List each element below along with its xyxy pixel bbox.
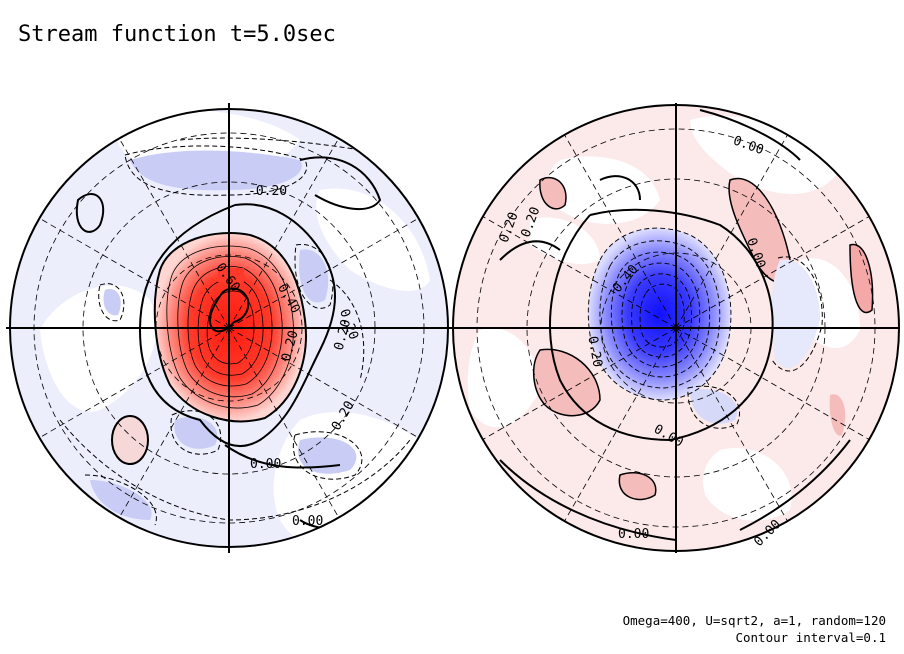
right-positive-patch bbox=[829, 394, 846, 436]
contour-interval-text: Contour interval=0.1 bbox=[735, 630, 886, 645]
right-negative-patch bbox=[771, 259, 820, 368]
right-negative-patch bbox=[690, 389, 738, 424]
contour-label: 0.00 bbox=[292, 514, 323, 529]
right-zero-contours bbox=[499, 109, 851, 541]
plot-title: Stream function t=5.0sec bbox=[18, 22, 336, 47]
left-positive-small-patch bbox=[111, 415, 149, 465]
left-negative-patch bbox=[298, 437, 357, 474]
left-white-region bbox=[316, 188, 430, 291]
right-positive-patch bbox=[618, 472, 657, 501]
right-grid-meridians bbox=[481, 133, 871, 523]
right-positive-patch bbox=[539, 176, 567, 210]
contour-label: 0.20 bbox=[584, 335, 604, 368]
right-white-region bbox=[548, 156, 660, 224]
contour-label: 0.00 bbox=[618, 527, 649, 542]
left-negative-patch bbox=[130, 150, 302, 191]
left-negative-patch bbox=[90, 480, 152, 520]
right-white-region bbox=[467, 328, 540, 428]
contour-label: 0.00 bbox=[250, 457, 281, 472]
right-positive-patch bbox=[849, 243, 874, 314]
footer-info: Omega=400, U=sqrt2, a=1, random=120 Cont… bbox=[623, 612, 886, 646]
left-negative-patch bbox=[103, 289, 121, 316]
right-negative-vortex bbox=[588, 228, 731, 400]
left-white-region bbox=[40, 285, 157, 412]
left-grid-meridians bbox=[38, 137, 420, 519]
right-white-region bbox=[530, 217, 600, 265]
right-white-region bbox=[703, 448, 792, 521]
axis-lines bbox=[6, 103, 899, 553]
right-positive-patch bbox=[533, 348, 601, 417]
left-negative-patch bbox=[299, 249, 329, 303]
contour-label: -0.20 bbox=[248, 184, 287, 199]
left-negative-patch bbox=[174, 416, 218, 449]
parameters-text: Omega=400, U=sqrt2, a=1, random=120 bbox=[622, 613, 886, 628]
right-negative-contours bbox=[687, 256, 823, 429]
